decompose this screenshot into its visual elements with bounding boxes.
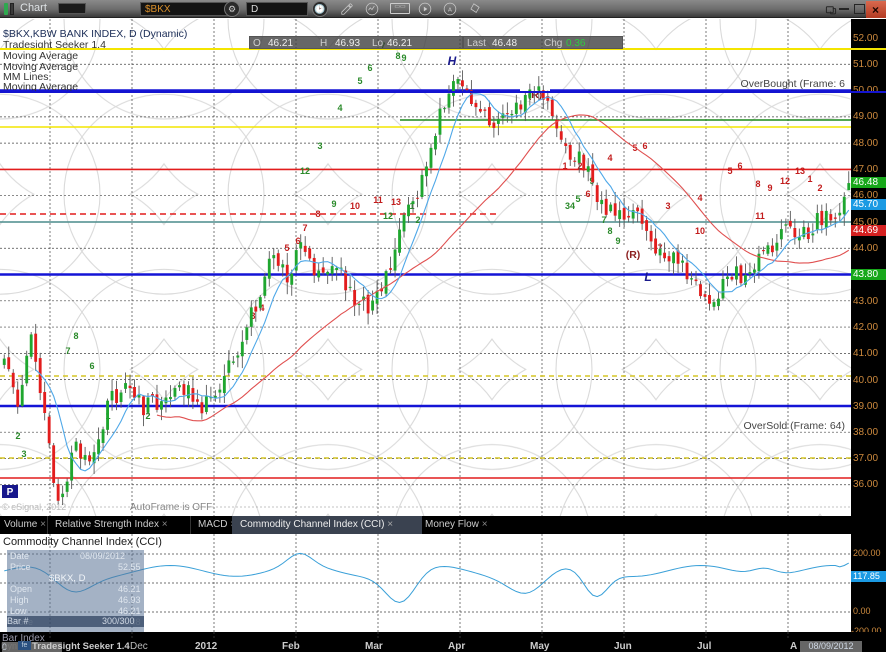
svg-text:11: 11 bbox=[755, 211, 765, 221]
svg-text:8: 8 bbox=[315, 209, 320, 219]
svg-text:9: 9 bbox=[401, 53, 406, 63]
svg-text:3: 3 bbox=[21, 449, 26, 459]
svg-text:3: 3 bbox=[317, 141, 322, 151]
svg-text:13: 13 bbox=[391, 197, 401, 207]
svg-text:13: 13 bbox=[795, 166, 805, 176]
svg-text:8: 8 bbox=[607, 226, 612, 236]
svg-text:5: 5 bbox=[357, 76, 362, 86]
svg-text:6: 6 bbox=[89, 361, 94, 371]
svg-text:H: H bbox=[448, 54, 457, 68]
svg-text:6: 6 bbox=[737, 161, 742, 171]
svg-text:9: 9 bbox=[331, 199, 336, 209]
svg-text:4: 4 bbox=[697, 193, 702, 203]
svg-text:4: 4 bbox=[607, 153, 612, 163]
svg-text:34: 34 bbox=[565, 201, 575, 211]
svg-text:6: 6 bbox=[642, 141, 647, 151]
svg-text:OverBought (Frame: 6: OverBought (Frame: 6 bbox=[741, 78, 846, 90]
svg-text:5: 5 bbox=[284, 243, 289, 253]
svg-text:10: 10 bbox=[350, 201, 360, 211]
svg-text:9: 9 bbox=[615, 236, 620, 246]
svg-text:7: 7 bbox=[65, 346, 70, 356]
svg-text:8: 8 bbox=[73, 331, 78, 341]
svg-text:6: 6 bbox=[585, 189, 590, 199]
svg-text:8: 8 bbox=[755, 179, 760, 189]
svg-text:6: 6 bbox=[367, 63, 372, 73]
svg-text:1: 1 bbox=[562, 161, 567, 171]
svg-text:L: L bbox=[644, 270, 651, 284]
svg-text:10: 10 bbox=[695, 226, 705, 236]
svg-text:A: A bbox=[448, 7, 452, 13]
svg-text:11: 11 bbox=[373, 195, 383, 205]
svg-text:4: 4 bbox=[337, 103, 342, 113]
svg-text:2: 2 bbox=[817, 183, 822, 193]
svg-text:© eSignal, 2012: © eSignal, 2012 bbox=[2, 502, 66, 512]
svg-text:OverSold (Frame: 64): OverSold (Frame: 64) bbox=[743, 420, 845, 432]
svg-text:8: 8 bbox=[395, 51, 400, 61]
svg-text:12: 12 bbox=[383, 211, 393, 221]
svg-text:1: 1 bbox=[807, 174, 812, 184]
svg-text:5: 5 bbox=[575, 194, 580, 204]
svg-text:12: 12 bbox=[300, 166, 310, 176]
svg-text:12: 12 bbox=[780, 176, 790, 186]
svg-text:7: 7 bbox=[302, 223, 307, 233]
svg-text:P: P bbox=[7, 487, 14, 498]
svg-text:AutoFrame is OFF: AutoFrame is OFF bbox=[130, 502, 212, 513]
svg-text:3: 3 bbox=[665, 201, 670, 211]
svg-text:(R): (R) bbox=[626, 249, 641, 261]
svg-text:2: 2 bbox=[15, 431, 20, 441]
svg-text:5: 5 bbox=[727, 166, 732, 176]
svg-text:9: 9 bbox=[767, 183, 772, 193]
